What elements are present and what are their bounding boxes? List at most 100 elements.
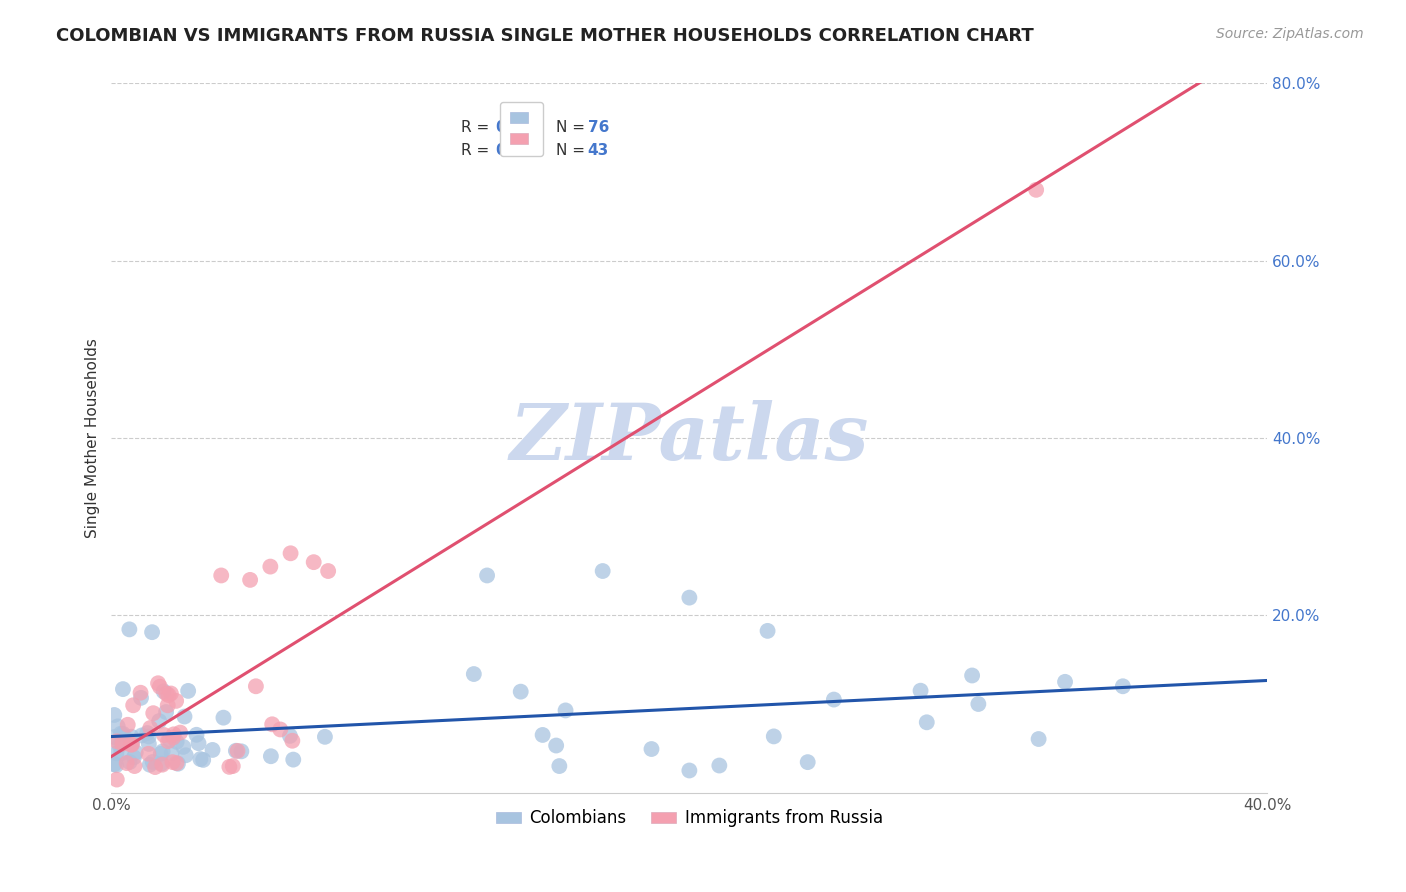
Point: [105, 772, 128, 787]
Point: [157, 688, 180, 702]
Point: [152, 684, 174, 698]
Point: [316, 564, 339, 578]
Point: [592, 564, 614, 578]
Point: [283, 753, 305, 767]
Point: [640, 742, 662, 756]
Point: [143, 760, 166, 774]
Point: [124, 759, 146, 773]
Point: [212, 711, 235, 725]
Point: [1054, 674, 1077, 689]
Point: [167, 756, 190, 771]
Point: [105, 734, 128, 748]
Point: [156, 698, 179, 713]
Point: [150, 757, 173, 772]
Point: [111, 682, 134, 697]
Point: [967, 697, 990, 711]
Text: N =: N =: [557, 144, 591, 158]
Point: [103, 730, 125, 744]
Point: [239, 573, 262, 587]
Point: [129, 690, 152, 705]
Point: [174, 748, 197, 763]
Point: [548, 759, 571, 773]
Legend: Colombians, Immigrants from Russia: Colombians, Immigrants from Russia: [489, 803, 890, 834]
Text: N =: N =: [557, 120, 591, 135]
Point: [159, 733, 181, 747]
Point: [259, 559, 281, 574]
Point: [226, 744, 249, 758]
Point: [142, 706, 165, 721]
Point: [280, 546, 302, 560]
Point: [960, 668, 983, 682]
Point: [117, 718, 139, 732]
Point: [155, 687, 177, 701]
Point: [314, 730, 336, 744]
Point: [756, 624, 779, 638]
Point: [166, 735, 188, 749]
Text: 76: 76: [588, 120, 609, 135]
Point: [160, 686, 183, 700]
Point: [152, 744, 174, 758]
Point: [177, 684, 200, 698]
Point: [157, 734, 180, 748]
Point: [201, 743, 224, 757]
Point: [111, 737, 134, 751]
Point: [1028, 732, 1050, 747]
Text: ZIPatlas: ZIPatlas: [510, 400, 869, 476]
Point: [910, 683, 932, 698]
Point: [118, 733, 141, 747]
Point: [1025, 183, 1047, 197]
Point: [148, 714, 170, 728]
Point: [118, 755, 141, 769]
Y-axis label: Single Mother Households: Single Mother Households: [86, 338, 100, 538]
Text: R =: R =: [461, 120, 494, 135]
Point: [105, 758, 128, 772]
Point: [121, 738, 143, 752]
Point: [269, 723, 291, 737]
Point: [149, 680, 172, 694]
Point: [475, 568, 498, 582]
Point: [509, 684, 531, 698]
Point: [103, 708, 125, 723]
Point: [120, 738, 142, 752]
Point: [262, 717, 284, 731]
Point: [546, 739, 568, 753]
Point: [245, 679, 267, 693]
Point: [114, 733, 136, 747]
Point: [155, 705, 177, 719]
Point: [139, 721, 162, 735]
Point: [110, 727, 132, 741]
Point: [150, 756, 173, 771]
Text: 0.817: 0.817: [495, 144, 543, 158]
Point: [193, 753, 215, 767]
Point: [186, 728, 208, 742]
Point: [278, 729, 301, 743]
Point: [149, 747, 172, 761]
Point: [163, 727, 186, 741]
Point: [165, 694, 187, 708]
Point: [122, 750, 145, 764]
Point: [138, 747, 160, 761]
Point: [118, 623, 141, 637]
Point: [162, 755, 184, 769]
Text: Source: ZipAtlas.com: Source: ZipAtlas.com: [1216, 27, 1364, 41]
Point: [218, 760, 240, 774]
Point: [103, 757, 125, 772]
Text: 43: 43: [588, 144, 609, 158]
Point: [136, 726, 159, 740]
Point: [260, 749, 283, 764]
Point: [141, 625, 163, 640]
Text: R =: R =: [461, 144, 494, 158]
Point: [169, 725, 191, 739]
Point: [209, 568, 232, 582]
Point: [222, 759, 245, 773]
Point: [531, 728, 554, 742]
Point: [187, 736, 209, 750]
Point: [463, 667, 485, 681]
Point: [915, 715, 938, 730]
Point: [120, 730, 142, 744]
Point: [166, 756, 188, 770]
Point: [762, 730, 785, 744]
Text: COLOMBIAN VS IMMIGRANTS FROM RUSSIA SINGLE MOTHER HOUSEHOLDS CORRELATION CHART: COLOMBIAN VS IMMIGRANTS FROM RUSSIA SING…: [56, 27, 1033, 45]
Point: [160, 746, 183, 760]
Point: [110, 747, 132, 761]
